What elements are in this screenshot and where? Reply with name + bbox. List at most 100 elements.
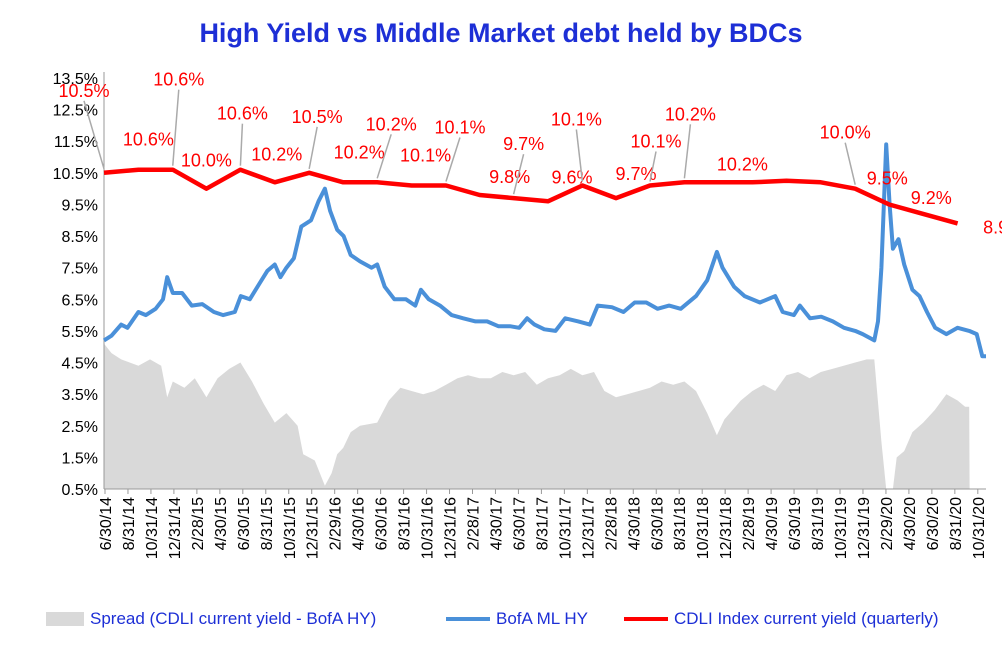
x-tick-label: 8/31/15	[259, 497, 276, 550]
y-tick-label: 1.5%	[62, 450, 98, 467]
y-tick-label: 7.5%	[62, 261, 98, 278]
label-leader	[844, 142, 856, 185]
legend-swatch-spread	[46, 612, 84, 626]
x-tick-label: 12/31/16	[443, 497, 460, 559]
data-label: 9.7%	[503, 134, 544, 154]
x-tick-label: 6/30/17	[511, 497, 528, 550]
x-tick-label: 4/30/16	[351, 497, 368, 550]
y-tick-label: 4.5%	[62, 356, 98, 373]
data-label: 10.6%	[217, 104, 268, 124]
x-tick-label: 8/31/19	[810, 497, 827, 550]
data-label: 10.1%	[551, 109, 602, 129]
x-tick-label: 2/28/15	[190, 497, 207, 550]
data-label: 9.6%	[551, 167, 592, 187]
label-leader	[83, 100, 105, 170]
legend-swatch-bofa	[446, 617, 490, 621]
legend-label-cdli: CDLI Index current yield (quarterly)	[674, 609, 939, 628]
y-tick-label: 11.5%	[54, 134, 98, 151]
chart-title: High Yield vs Middle Market debt held by…	[199, 18, 803, 48]
y-tick-label: 3.5%	[62, 387, 98, 404]
x-tick-label: 6/30/15	[236, 497, 253, 550]
y-tick-label: 10.5%	[53, 166, 98, 183]
x-tick-label: 2/28/19	[741, 497, 758, 550]
label-leader	[308, 126, 318, 169]
x-tick-label: 6/30/19	[787, 497, 804, 550]
legend-label-spread: Spread (CDLI current yield - BofA HY)	[90, 609, 377, 628]
y-tick-label: 6.5%	[62, 292, 98, 309]
label-leader	[575, 129, 584, 182]
x-tick-label: 10/31/19	[833, 497, 850, 559]
legend: Spread (CDLI current yield - BofA HY) Bo…	[0, 604, 1002, 634]
x-tick-label: 10/31/14	[144, 497, 161, 559]
legend-swatch-cdli	[624, 617, 668, 621]
x-tick-label: 8/31/20	[948, 497, 965, 550]
x-tick-label: 2/29/20	[879, 497, 896, 550]
data-label: 10.2%	[251, 144, 302, 164]
data-label: 8.9%	[983, 217, 1002, 237]
x-tick-label: 8/31/14	[121, 497, 138, 550]
data-label: 9.2%	[911, 188, 952, 208]
data-label: 10.2%	[665, 104, 716, 124]
x-tick-label: 8/31/16	[397, 497, 414, 550]
legend-item-cdli: CDLI Index current yield (quarterly)	[624, 604, 939, 634]
label-leader	[172, 89, 180, 166]
data-label: 9.5%	[867, 168, 908, 188]
data-label: 10.2%	[717, 154, 768, 174]
x-tick-label: 10/31/17	[557, 497, 574, 559]
x-tick-label: 12/31/14	[167, 497, 184, 559]
x-tick-label: 10/31/18	[695, 497, 712, 559]
x-tick-label: 6/30/16	[374, 497, 391, 550]
label-leader	[683, 124, 692, 179]
x-tick-label: 12/31/19	[856, 497, 873, 559]
x-tick-label: 4/30/15	[213, 497, 230, 550]
data-label: 10.0%	[820, 123, 871, 143]
x-tick-label: 8/31/17	[534, 497, 551, 550]
legend-item-bofa: BofA ML HY	[446, 604, 588, 634]
x-tick-label: 12/31/17	[580, 497, 597, 559]
y-tick-label: 2.5%	[62, 419, 98, 436]
data-label: 10.5%	[292, 107, 343, 127]
data-label: 10.1%	[630, 131, 681, 151]
y-tick-label: 9.5%	[62, 197, 98, 214]
y-tick-label: 5.5%	[62, 324, 98, 341]
data-label: 10.1%	[400, 145, 451, 165]
x-tick-label: 4/30/18	[626, 497, 643, 550]
x-tick-label: 10/31/15	[282, 497, 299, 559]
x-tick-label: 4/30/17	[488, 497, 505, 550]
x-tick-label: 4/30/20	[902, 497, 919, 550]
data-label: 10.0%	[181, 151, 232, 171]
label-leader	[239, 123, 244, 166]
x-tick-label: 6/30/18	[649, 497, 666, 550]
legend-item-spread: Spread (CDLI current yield - BofA HY)	[46, 604, 376, 634]
data-label: 10.1%	[434, 117, 485, 137]
x-tick-label: 2/28/18	[603, 497, 620, 550]
x-tick-label: 8/31/18	[672, 497, 689, 550]
bofa-line	[102, 142, 986, 359]
label-leader	[512, 153, 525, 195]
y-tick-label: 13.5%	[53, 71, 98, 88]
y-tick-label: 12.5%	[53, 103, 98, 120]
label-leader	[649, 151, 657, 182]
x-tick-label: 6/30/20	[925, 497, 942, 550]
data-label: 10.6%	[123, 130, 174, 150]
label-leader	[445, 137, 461, 182]
x-tick-label: 2/28/17	[466, 497, 483, 550]
data-label: 10.2%	[334, 142, 385, 162]
data-label: 10.5%	[58, 81, 109, 101]
x-tick-label: 6/30/14	[98, 497, 115, 550]
data-label: 9.8%	[489, 167, 530, 187]
legend-label-bofa: BofA ML HY	[496, 609, 588, 628]
data-label: 10.6%	[153, 70, 204, 90]
y-tick-label: 0.5%	[62, 482, 98, 499]
cdli-line	[103, 167, 959, 226]
x-tick-label: 10/31/20	[971, 497, 988, 559]
x-tick-label: 4/30/19	[764, 497, 781, 550]
data-label: 10.2%	[366, 114, 417, 134]
x-tick-label: 2/29/16	[328, 497, 345, 550]
label-leader	[376, 134, 392, 179]
spread-area	[104, 343, 970, 489]
x-tick-label: 10/31/16	[420, 497, 437, 559]
x-tick-label: 12/31/15	[305, 497, 322, 559]
x-tick-label: 12/31/18	[718, 497, 735, 559]
